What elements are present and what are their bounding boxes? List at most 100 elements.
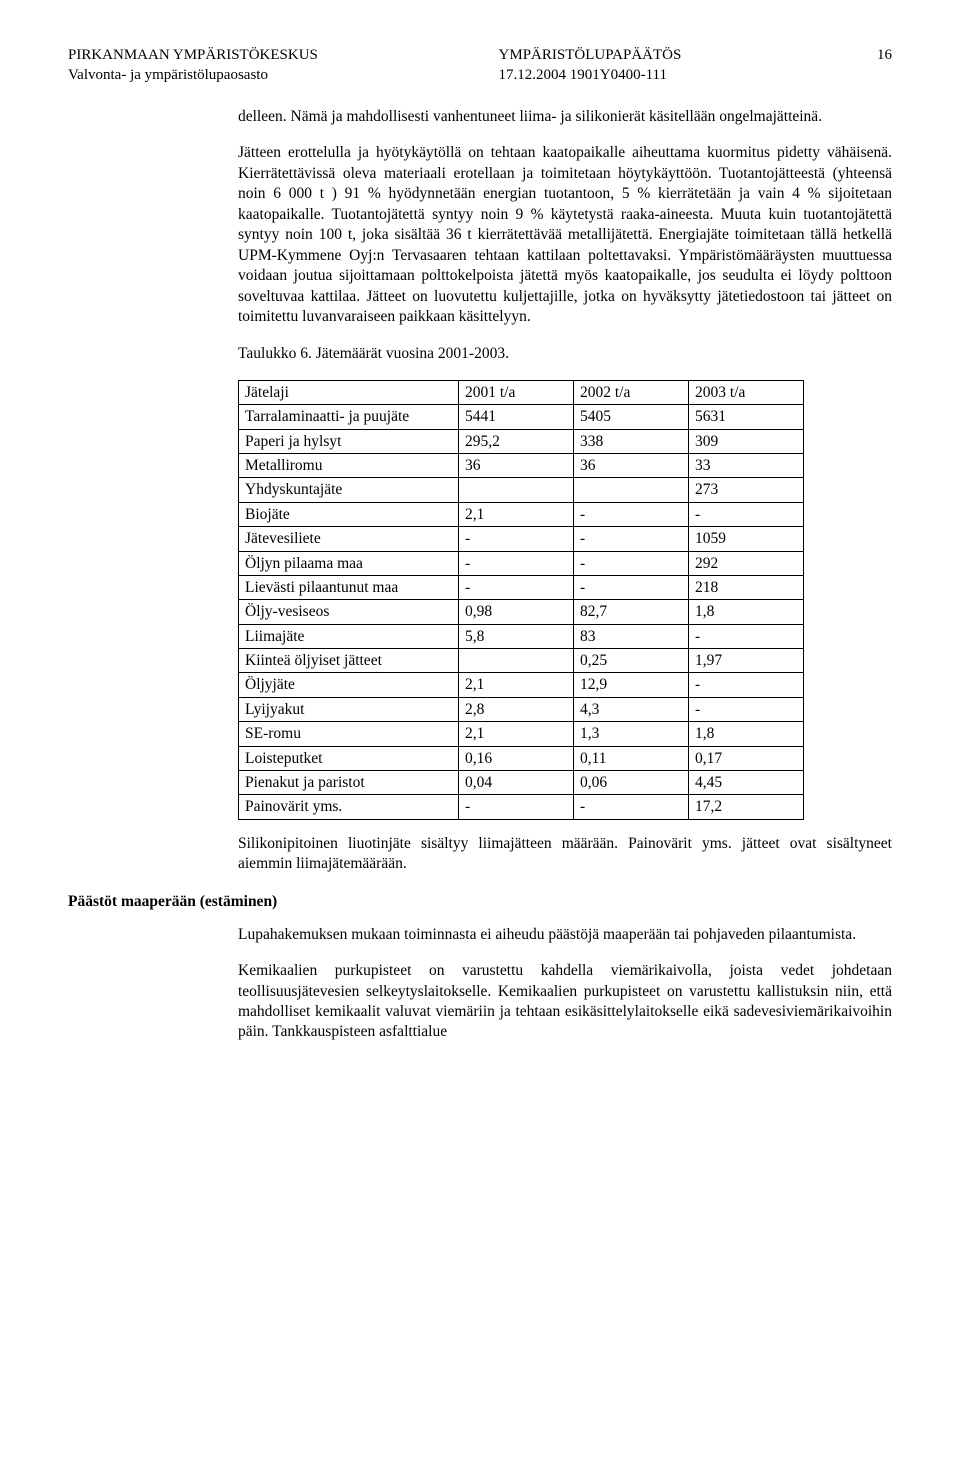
table-cell: 5,8 bbox=[459, 624, 574, 648]
table-cell: Öljyn pilaama maa bbox=[239, 551, 459, 575]
table-cell: - bbox=[459, 551, 574, 575]
table-cell: - bbox=[459, 575, 574, 599]
table-cell: 1,3 bbox=[574, 722, 689, 746]
table-cell: SE-romu bbox=[239, 722, 459, 746]
paragraph-5: Kemikaalien purkupisteet on varustettu k… bbox=[238, 961, 892, 1043]
table-row: Painovärit yms.--17,2 bbox=[239, 795, 804, 819]
table-cell: 218 bbox=[689, 575, 804, 599]
table-row: Yhdyskuntajäte 273 bbox=[239, 478, 804, 502]
table-row: Öljyjäte2,112,9- bbox=[239, 673, 804, 697]
table-cell: 2,1 bbox=[459, 673, 574, 697]
table-cell: Paperi ja hylsyt bbox=[239, 429, 459, 453]
table-cell: Metalliromu bbox=[239, 454, 459, 478]
table-row: Kiinteä öljyiset jätteet 0,251,97 bbox=[239, 649, 804, 673]
page-header: PIRKANMAAN YMPÄRISTÖKESKUS Valvonta- ja … bbox=[68, 46, 892, 85]
table-cell: 1,97 bbox=[689, 649, 804, 673]
paragraph-4: Lupahakemuksen mukaan toiminnasta ei aih… bbox=[238, 925, 892, 945]
table-header-cell: 2001 t/a bbox=[459, 380, 574, 404]
doc-date-ref: 17.12.2004 1901Y0400-111 bbox=[499, 66, 682, 86]
table-cell: 36 bbox=[459, 454, 574, 478]
table-cell: Lyijyakut bbox=[239, 697, 459, 721]
table-cell: 5405 bbox=[574, 405, 689, 429]
table-cell: Öljyjäte bbox=[239, 673, 459, 697]
table-cell: 4,3 bbox=[574, 697, 689, 721]
table-cell: - bbox=[574, 527, 689, 551]
table-cell: 33 bbox=[689, 454, 804, 478]
table-row: SE-romu2,11,31,8 bbox=[239, 722, 804, 746]
table-cell: 0,16 bbox=[459, 746, 574, 770]
table-cell: - bbox=[574, 575, 689, 599]
table-cell: 1,8 bbox=[689, 722, 804, 746]
table-cell: 12,9 bbox=[574, 673, 689, 697]
table-cell: 5631 bbox=[689, 405, 804, 429]
table-body: Jätelaji2001 t/a2002 t/a2003 t/aTarralam… bbox=[239, 380, 804, 819]
table-cell: 292 bbox=[689, 551, 804, 575]
paragraph-2: Jätteen erottelulla ja hyötykäytöllä on … bbox=[238, 143, 892, 327]
table-cell: 2,1 bbox=[459, 722, 574, 746]
table-row: Pienakut ja paristot0,040,064,45 bbox=[239, 770, 804, 794]
table-cell: Painovärit yms. bbox=[239, 795, 459, 819]
table-caption: Taulukko 6. Jätemäärät vuosina 2001-2003… bbox=[238, 344, 892, 364]
table-row: Metalliromu363633 bbox=[239, 454, 804, 478]
table-cell bbox=[459, 478, 574, 502]
table-cell: 0,06 bbox=[574, 770, 689, 794]
table-cell: Loisteputket bbox=[239, 746, 459, 770]
table-cell: 2,8 bbox=[459, 697, 574, 721]
waste-table: Jätelaji2001 t/a2002 t/a2003 t/aTarralam… bbox=[238, 380, 804, 820]
section-heading: Päästöt maaperään (estäminen) bbox=[68, 893, 892, 911]
table-cell: Liimajäte bbox=[239, 624, 459, 648]
table-cell: 338 bbox=[574, 429, 689, 453]
table-row: Biojäte2,1-- bbox=[239, 502, 804, 526]
table-row: Lyijyakut2,84,3- bbox=[239, 697, 804, 721]
table-cell: 309 bbox=[689, 429, 804, 453]
paragraph-3: Silikonipitoinen liuotinjäte sisältyy li… bbox=[238, 834, 892, 875]
table-cell: Kiinteä öljyiset jätteet bbox=[239, 649, 459, 673]
paragraph-1: delleen. Nämä ja mahdollisesti vanhentun… bbox=[238, 107, 892, 127]
table-cell: Öljy-vesiseos bbox=[239, 600, 459, 624]
table-cell: 0,04 bbox=[459, 770, 574, 794]
table-cell: 0,17 bbox=[689, 746, 804, 770]
table-cell: 1,8 bbox=[689, 600, 804, 624]
table-cell: - bbox=[689, 673, 804, 697]
table-row: Öljy-vesiseos0,9882,71,8 bbox=[239, 600, 804, 624]
table-cell: Yhdyskuntajäte bbox=[239, 478, 459, 502]
table-cell bbox=[459, 649, 574, 673]
table-cell: Jätevesiliete bbox=[239, 527, 459, 551]
table-cell: Pienakut ja paristot bbox=[239, 770, 459, 794]
table-cell: 0,11 bbox=[574, 746, 689, 770]
table-cell: 17,2 bbox=[689, 795, 804, 819]
table-row: Loisteputket0,160,110,17 bbox=[239, 746, 804, 770]
doc-title: YMPÄRISTÖLUPAPÄÄTÖS bbox=[499, 46, 682, 66]
table-cell: 295,2 bbox=[459, 429, 574, 453]
table-header-cell: 2002 t/a bbox=[574, 380, 689, 404]
table-row: Liimajäte5,883- bbox=[239, 624, 804, 648]
table-row: Öljyn pilaama maa--292 bbox=[239, 551, 804, 575]
org-name: PIRKANMAAN YMPÄRISTÖKESKUS bbox=[68, 46, 318, 66]
table-cell: Tarralaminaatti- ja puujäte bbox=[239, 405, 459, 429]
table-row: Tarralaminaatti- ja puujäte544154055631 bbox=[239, 405, 804, 429]
table-cell: - bbox=[574, 551, 689, 575]
table-cell bbox=[574, 478, 689, 502]
table-cell: - bbox=[689, 697, 804, 721]
table-row: Lievästi pilaantunut maa--218 bbox=[239, 575, 804, 599]
table-cell: Biojäte bbox=[239, 502, 459, 526]
table-header-cell: 2003 t/a bbox=[689, 380, 804, 404]
table-cell: - bbox=[459, 527, 574, 551]
table-cell: - bbox=[459, 795, 574, 819]
table-header-cell: Jätelaji bbox=[239, 380, 459, 404]
table-cell: - bbox=[689, 502, 804, 526]
table-cell: - bbox=[689, 624, 804, 648]
body-content: delleen. Nämä ja mahdollisesti vanhentun… bbox=[238, 107, 892, 875]
table-cell: - bbox=[574, 502, 689, 526]
dept-name: Valvonta- ja ympäristölupaosasto bbox=[68, 66, 318, 86]
table-cell: 36 bbox=[574, 454, 689, 478]
table-row: Jätevesiliete--1059 bbox=[239, 527, 804, 551]
table-cell: 0,25 bbox=[574, 649, 689, 673]
page-number: 16 bbox=[862, 46, 892, 85]
table-cell: 82,7 bbox=[574, 600, 689, 624]
table-cell: 83 bbox=[574, 624, 689, 648]
header-center: YMPÄRISTÖLUPAPÄÄTÖS 17.12.2004 1901Y0400… bbox=[499, 46, 682, 85]
table-cell: 1059 bbox=[689, 527, 804, 551]
table-cell: 273 bbox=[689, 478, 804, 502]
table-row: Paperi ja hylsyt295,2338309 bbox=[239, 429, 804, 453]
